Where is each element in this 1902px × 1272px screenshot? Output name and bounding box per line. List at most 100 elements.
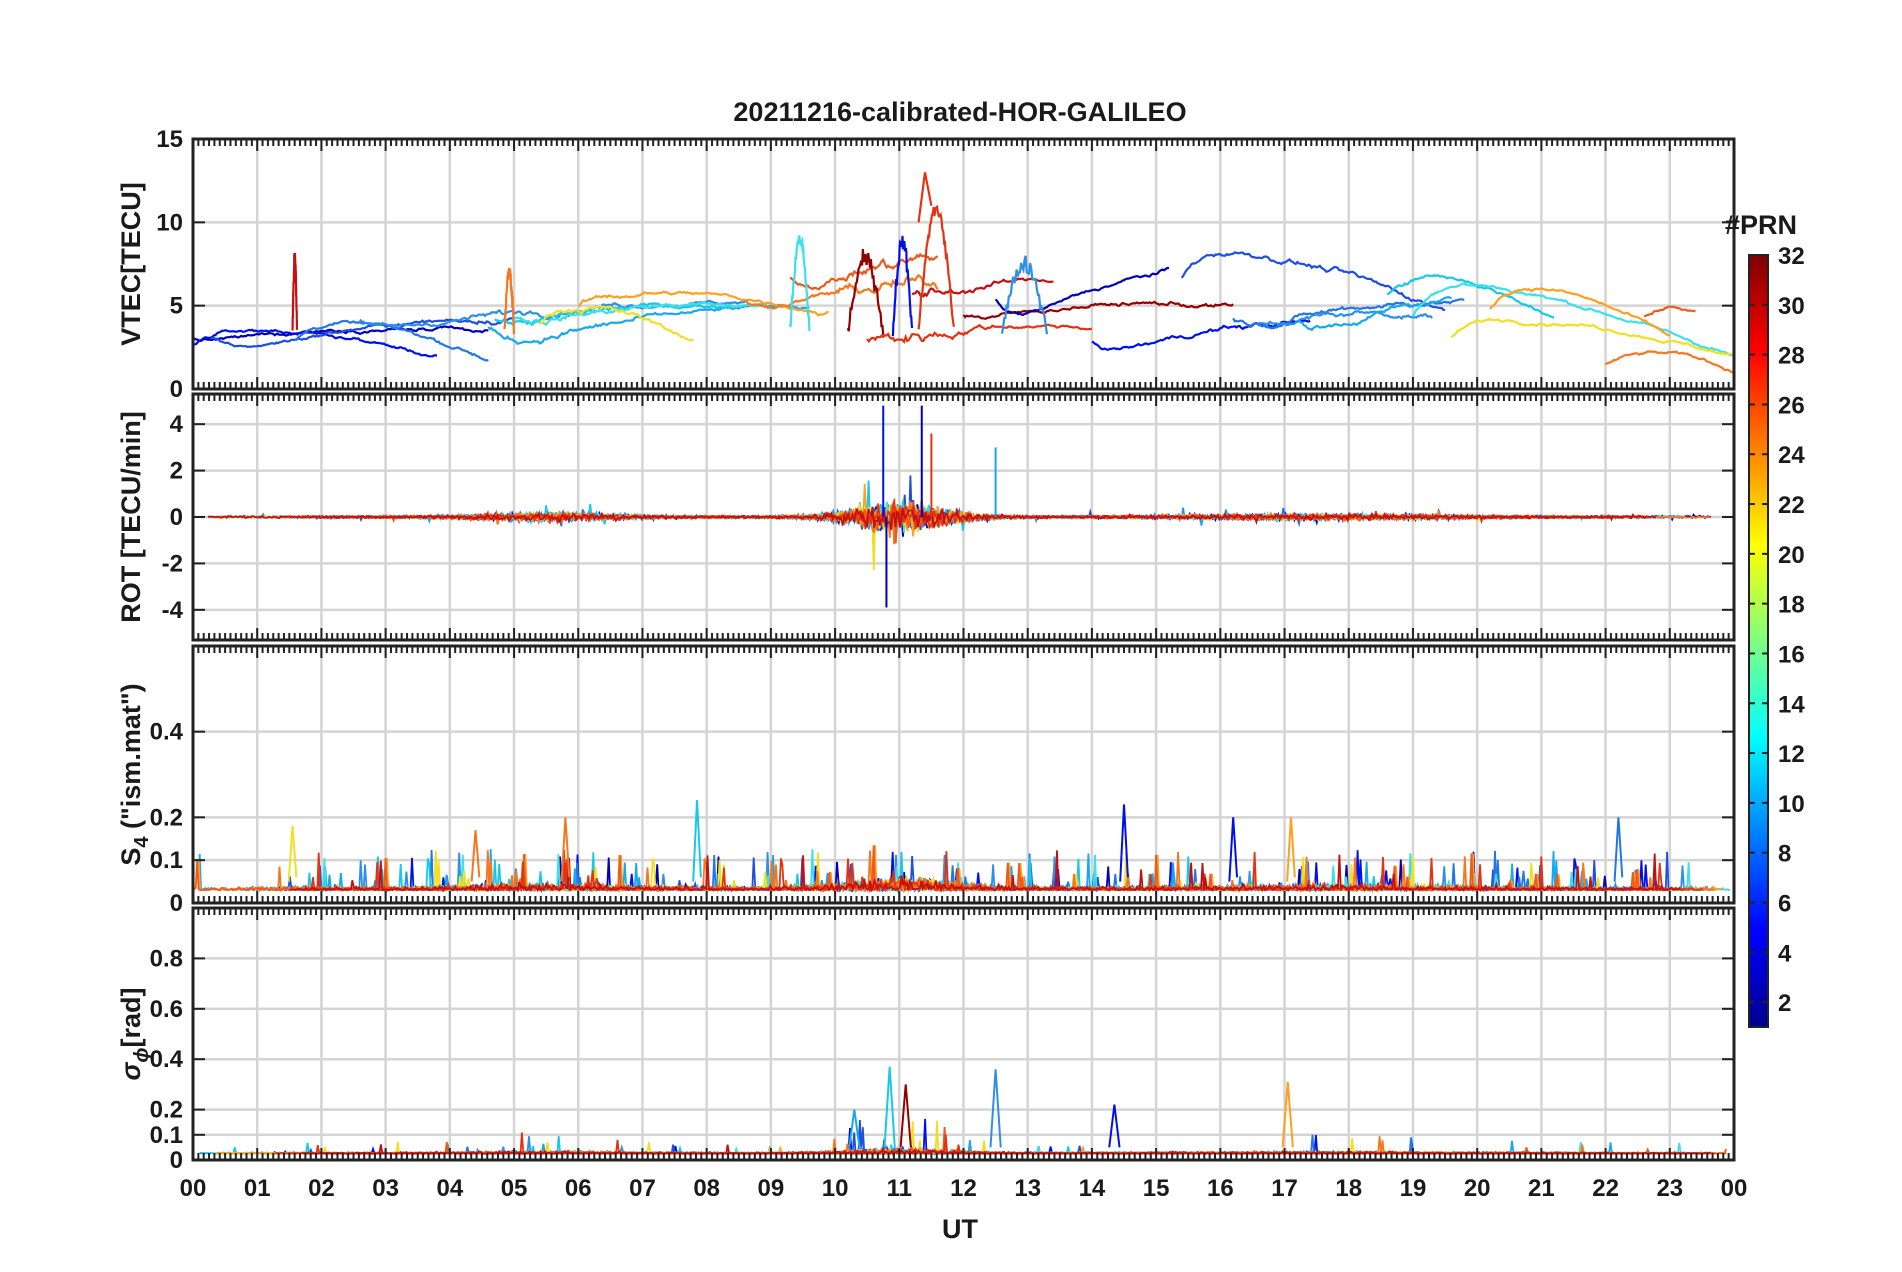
s4-spike [1613, 817, 1624, 882]
vtec-trace [513, 301, 771, 326]
colorbar-tick-label: 12 [1778, 741, 1805, 768]
s4-spike [692, 800, 702, 882]
vtec-trace [538, 304, 694, 342]
plot-frame [191, 137, 1736, 391]
y-tick-label: 0.1 [150, 847, 183, 874]
s4-spike [560, 817, 571, 882]
vtec-trace [1489, 287, 1671, 337]
vtec-trace [744, 273, 939, 310]
colorbar-label: #PRN [1725, 210, 1797, 240]
y-tick-label: 0 [170, 504, 183, 531]
y-tick-label: 0.2 [150, 1097, 183, 1124]
s4-spike [1286, 817, 1296, 882]
colorbar-tick-label: 28 [1778, 343, 1805, 370]
colorbar-tick-label: 20 [1778, 542, 1805, 569]
colorbar-tick-label: 4 [1778, 940, 1792, 967]
y-tick-label: 0.4 [150, 719, 184, 746]
x-axis-label: UT [942, 1214, 978, 1244]
y-tick-label: 0 [170, 890, 183, 917]
x-tick-label: 10 [822, 1175, 849, 1202]
y-tick-label: -2 [162, 550, 183, 577]
vtec-trace [1180, 251, 1446, 312]
y-axis-label: ROT [TECU/min] [116, 411, 146, 622]
s4-spike [1119, 804, 1129, 882]
s4-spike [287, 825, 298, 882]
x-tick-label: 09 [758, 1175, 785, 1202]
sigma-spike [883, 1066, 896, 1148]
vtec-trace [1258, 309, 1433, 327]
x-axis-tick-labels: 00 01 02 03 04 05 06 07 08 09 10 11 12 13 14 15 16 17 18 19… [180, 1175, 1748, 1202]
x-tick-label: 11 [887, 1175, 912, 1202]
s4-spike [470, 830, 481, 882]
sigma-spike [848, 1109, 861, 1148]
colorbar-tick-label: 24 [1778, 442, 1805, 469]
vtec-trace [846, 249, 885, 335]
vtec-trace [891, 235, 914, 337]
vtec-trace [294, 319, 489, 362]
plot-frame [191, 906, 1736, 1162]
x-tick-label: 19 [1400, 1175, 1427, 1202]
colorbar-tick-label: 30 [1778, 293, 1805, 320]
colorbar-tick-label: 8 [1778, 841, 1791, 868]
y-tick-label: 15 [156, 126, 183, 153]
y-tick-label: 4 [170, 411, 184, 438]
vtec-trace [866, 323, 1092, 345]
x-tick-label: 00 [1721, 1175, 1748, 1202]
vtec-peak-trace [917, 172, 933, 223]
vtec-trace [789, 235, 811, 331]
plot-frame [191, 644, 1736, 905]
y-tick-label: 0.6 [150, 996, 183, 1023]
vtec-trace [193, 328, 438, 358]
x-tick-label: 05 [501, 1175, 528, 1202]
colorbar-tick-label: 2 [1778, 990, 1791, 1017]
plot-frame [191, 392, 1736, 642]
x-tick-label: 21 [1528, 1175, 1555, 1202]
y-tick-label: 10 [156, 209, 183, 236]
colorbar-tick-label: 6 [1778, 890, 1791, 917]
vtec-trace [291, 252, 299, 331]
y-axis-label: VTEC[TECU] [116, 182, 146, 346]
s4-trace [289, 850, 1682, 893]
sigma-spike [1281, 1081, 1294, 1148]
colorbar-tick-label: 14 [1778, 691, 1805, 718]
vtec-trace [211, 317, 515, 349]
x-tick-label: 00 [180, 1175, 207, 1202]
x-tick-label: 13 [1014, 1175, 1041, 1202]
x-tick-label: 06 [565, 1175, 592, 1202]
y-tick-label: 0.1 [150, 1122, 183, 1149]
panel-s4: 0 0.1 0.2 0.4S4 ("ism.mat") [116, 644, 1736, 917]
sigma-spike [989, 1069, 1002, 1148]
vtec-trace [503, 267, 516, 335]
x-tick-label: 12 [950, 1175, 977, 1202]
x-tick-label: 16 [1207, 1175, 1234, 1202]
y-tick-label: -4 [162, 597, 184, 624]
panel-sigma-phi: 00.10.2 0.4 0.6 0.8 σϕ[rad] [116, 906, 1736, 1174]
x-tick-label: 14 [1079, 1175, 1106, 1202]
y-tick-label: 0 [170, 1147, 183, 1174]
x-tick-label: 04 [436, 1175, 463, 1202]
x-tick-label: 20 [1464, 1175, 1491, 1202]
vtec-trace [994, 266, 1170, 317]
panel-rot: -4 -2 0 2 4 ROT [TECU/min] [116, 392, 1736, 642]
vtec-trace [1604, 350, 1734, 374]
colorbar-tick-label: 26 [1778, 392, 1805, 419]
x-tick-label: 23 [1656, 1175, 1683, 1202]
x-tick-label: 15 [1143, 1175, 1170, 1202]
y-tick-label: 0.4 [150, 1046, 184, 1073]
x-tick-label: 01 [244, 1175, 271, 1202]
y-tick-label: 0 [170, 376, 183, 403]
vtec-trace [1450, 317, 1734, 357]
y-axis-label: σϕ[rad] [116, 987, 153, 1080]
colorbar-tick-label: 16 [1778, 641, 1805, 668]
y-tick-label: 0.2 [150, 804, 183, 831]
vtec-trace [1643, 305, 1696, 318]
x-tick-label: 03 [372, 1175, 399, 1202]
colorbar-tick-label: 22 [1778, 492, 1805, 519]
vtec-trace [917, 204, 955, 330]
x-tick-label: 18 [1335, 1175, 1362, 1202]
vtec-trace [578, 290, 829, 317]
vtec-trace [789, 252, 939, 291]
data-traces [193, 172, 1734, 374]
x-tick-label: 02 [308, 1175, 335, 1202]
